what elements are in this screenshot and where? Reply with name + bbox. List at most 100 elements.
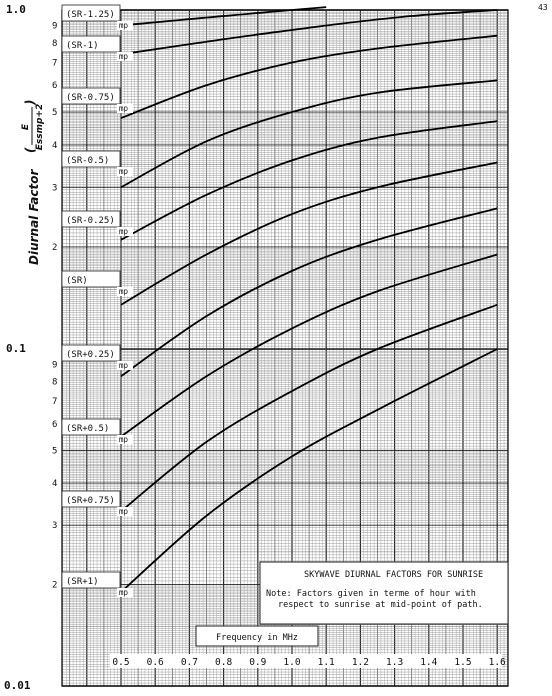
curve-label-box: [61, 4, 121, 22]
y-tick-bg: [2, 341, 30, 353]
y-axis-fraction-denominator: Essmp+2: [35, 104, 45, 151]
curve-label-box: [61, 210, 121, 228]
y-minor-tick-label-0: 9: [52, 22, 57, 32]
x-axis-label: Frequency in MHz: [216, 633, 298, 643]
curve-label-box: [61, 87, 121, 105]
x-tick-label-8: 1.3: [386, 657, 403, 668]
page-number: 43: [538, 3, 548, 12]
curve-label-5: (SR): [66, 276, 88, 286]
y-minor-tick-label-4: 5: [52, 108, 57, 118]
x-tick-label-9: 1.4: [420, 657, 437, 668]
curve-label-4: (SR-0.25): [66, 216, 115, 226]
x-tick-label-5: 1.0: [283, 657, 300, 668]
curve-label-1: (SR-1): [66, 41, 99, 51]
curve-label-6: (SR+0.25): [66, 350, 115, 360]
curve-1: [120, 9, 498, 56]
curve-label-box: [61, 344, 121, 362]
curve-suffix-box: [117, 287, 133, 296]
curve-label-3: (SR-0.5): [66, 156, 109, 166]
y-minor-tick-label-3: 6: [52, 81, 57, 91]
y-minor-tick-label-13: 4: [52, 479, 57, 489]
curve-8: [120, 303, 498, 512]
curve-suffix-box: [117, 361, 133, 370]
curve-2: [120, 34, 498, 119]
y-minor-tick-label-7: 2: [52, 243, 57, 253]
curve-label-8: (SR+0.75): [66, 496, 115, 506]
curves: [120, 6, 498, 593]
y-minor-tick-label-2: 7: [52, 59, 57, 69]
curve-suffix-box: [117, 52, 133, 61]
x-tick-label-7: 1.2: [352, 657, 369, 668]
y-axis-title-group: Diurnal Factor ( E Essmp+2 ): [21, 100, 45, 265]
x-tick-band: [110, 654, 502, 668]
note-box: [259, 561, 509, 625]
y-axis-label: Diurnal Factor: [27, 169, 41, 265]
curve-labels: (SR-1.25) mp (SR-1) mp (SR-0.75) mp (SR-0.5) mp…: [61, 4, 133, 597]
curve-suffix-5: mp: [119, 287, 129, 296]
y-minor-tick-label-12: 5: [52, 446, 57, 456]
y-minor-tick-label-9: 8: [52, 378, 57, 388]
y-tick-bg: [2, 678, 30, 690]
note-line-1: Note: Factors given in terme of hour wit…: [266, 589, 476, 599]
curve-9: [120, 348, 498, 593]
curve-4: [120, 120, 498, 241]
y-minor-tick-label-1: 8: [52, 39, 57, 49]
curve-suffix-8: mp: [119, 507, 129, 516]
curve-suffix-3: mp: [119, 167, 129, 176]
curve-label-box: [61, 270, 121, 288]
y-minor-tick-label-11: 6: [52, 420, 57, 430]
curve-label-box: [61, 418, 121, 436]
curve-suffix-2: mp: [119, 104, 129, 113]
curve-suffix-6: mp: [119, 361, 129, 370]
x-tick-label-0: 0.5: [112, 657, 129, 668]
x-tick-label-10: 1.5: [454, 657, 471, 668]
x-tick-labels: 0.5 0.6 0.7 0.8 0.9 1.0 1.1 1.2 1.3 1.4 1.5 1.6: [110, 654, 506, 668]
curve-7: [120, 253, 498, 438]
curve-label-2: (SR-0.75): [66, 93, 115, 103]
curve-suffix-7: mp: [119, 435, 129, 444]
x-tick-label-11: 1.6: [489, 657, 506, 668]
y-major-tick-label-1: 0.1: [6, 342, 26, 355]
y-axis-fraction-numerator: E: [21, 123, 31, 130]
curve-6: [120, 207, 498, 378]
curve-suffix-box: [117, 21, 133, 30]
y-major-tick-label-2: 0.01: [4, 679, 31, 692]
curve-suffix-9: mp: [119, 588, 129, 597]
y-minor-tick-label-8: 9: [52, 360, 57, 370]
x-tick-label-1: 0.6: [147, 657, 164, 668]
curve-suffix-1: mp: [119, 52, 129, 61]
x-tick-label-6: 1.1: [318, 657, 335, 668]
y-minor-tick-label-10: 7: [52, 397, 57, 407]
y-minor-tick-label-15: 2: [52, 581, 57, 591]
y-minor-tick-label-14: 3: [52, 521, 57, 531]
curve-suffix-box: [117, 588, 133, 597]
note-line-2: respect to sunrise at mid-point of path.: [278, 600, 483, 610]
curve-suffix-box: [117, 104, 133, 113]
y-minor-tick-label-6: 3: [52, 183, 57, 193]
xlabel-box: [195, 625, 319, 647]
y-minor-tick-label-5: 4: [52, 141, 57, 151]
y-tick-labels: 1.0 0.1 0.01 9 8 7 6 5 4 3 2 9 8 7 6 5 4 3 2: [2, 2, 57, 692]
curve-label-box: [61, 150, 121, 168]
y-axis-paren-open: (: [23, 147, 37, 153]
chart-title: SKYWAVE DIURNAL FACTORS FOR SUNRISE: [304, 570, 483, 580]
x-tick-label-3: 0.8: [215, 657, 232, 668]
curve-label-9: (SR+1): [66, 577, 99, 587]
curve-label-box: [61, 490, 121, 508]
x-tick-label-2: 0.7: [181, 657, 198, 668]
y-axis-paren-close: ): [23, 100, 37, 106]
y-major-tick-label-0: 1.0: [6, 3, 26, 16]
curve-suffix-0: mp: [119, 21, 129, 30]
curve-label-0: (SR-1.25): [66, 10, 115, 20]
curve-suffix-box: [117, 507, 133, 516]
curve-suffix-4: mp: [119, 227, 129, 236]
curve-suffix-box: [117, 227, 133, 236]
curve-label-box: [61, 35, 121, 53]
curve-0: [120, 6, 327, 27]
x-tick-label-4: 0.9: [249, 657, 266, 668]
curve-label-7: (SR+0.5): [66, 424, 109, 434]
curve-3: [120, 79, 498, 189]
y-tick-bg: [2, 2, 30, 14]
curve-5: [120, 161, 498, 306]
